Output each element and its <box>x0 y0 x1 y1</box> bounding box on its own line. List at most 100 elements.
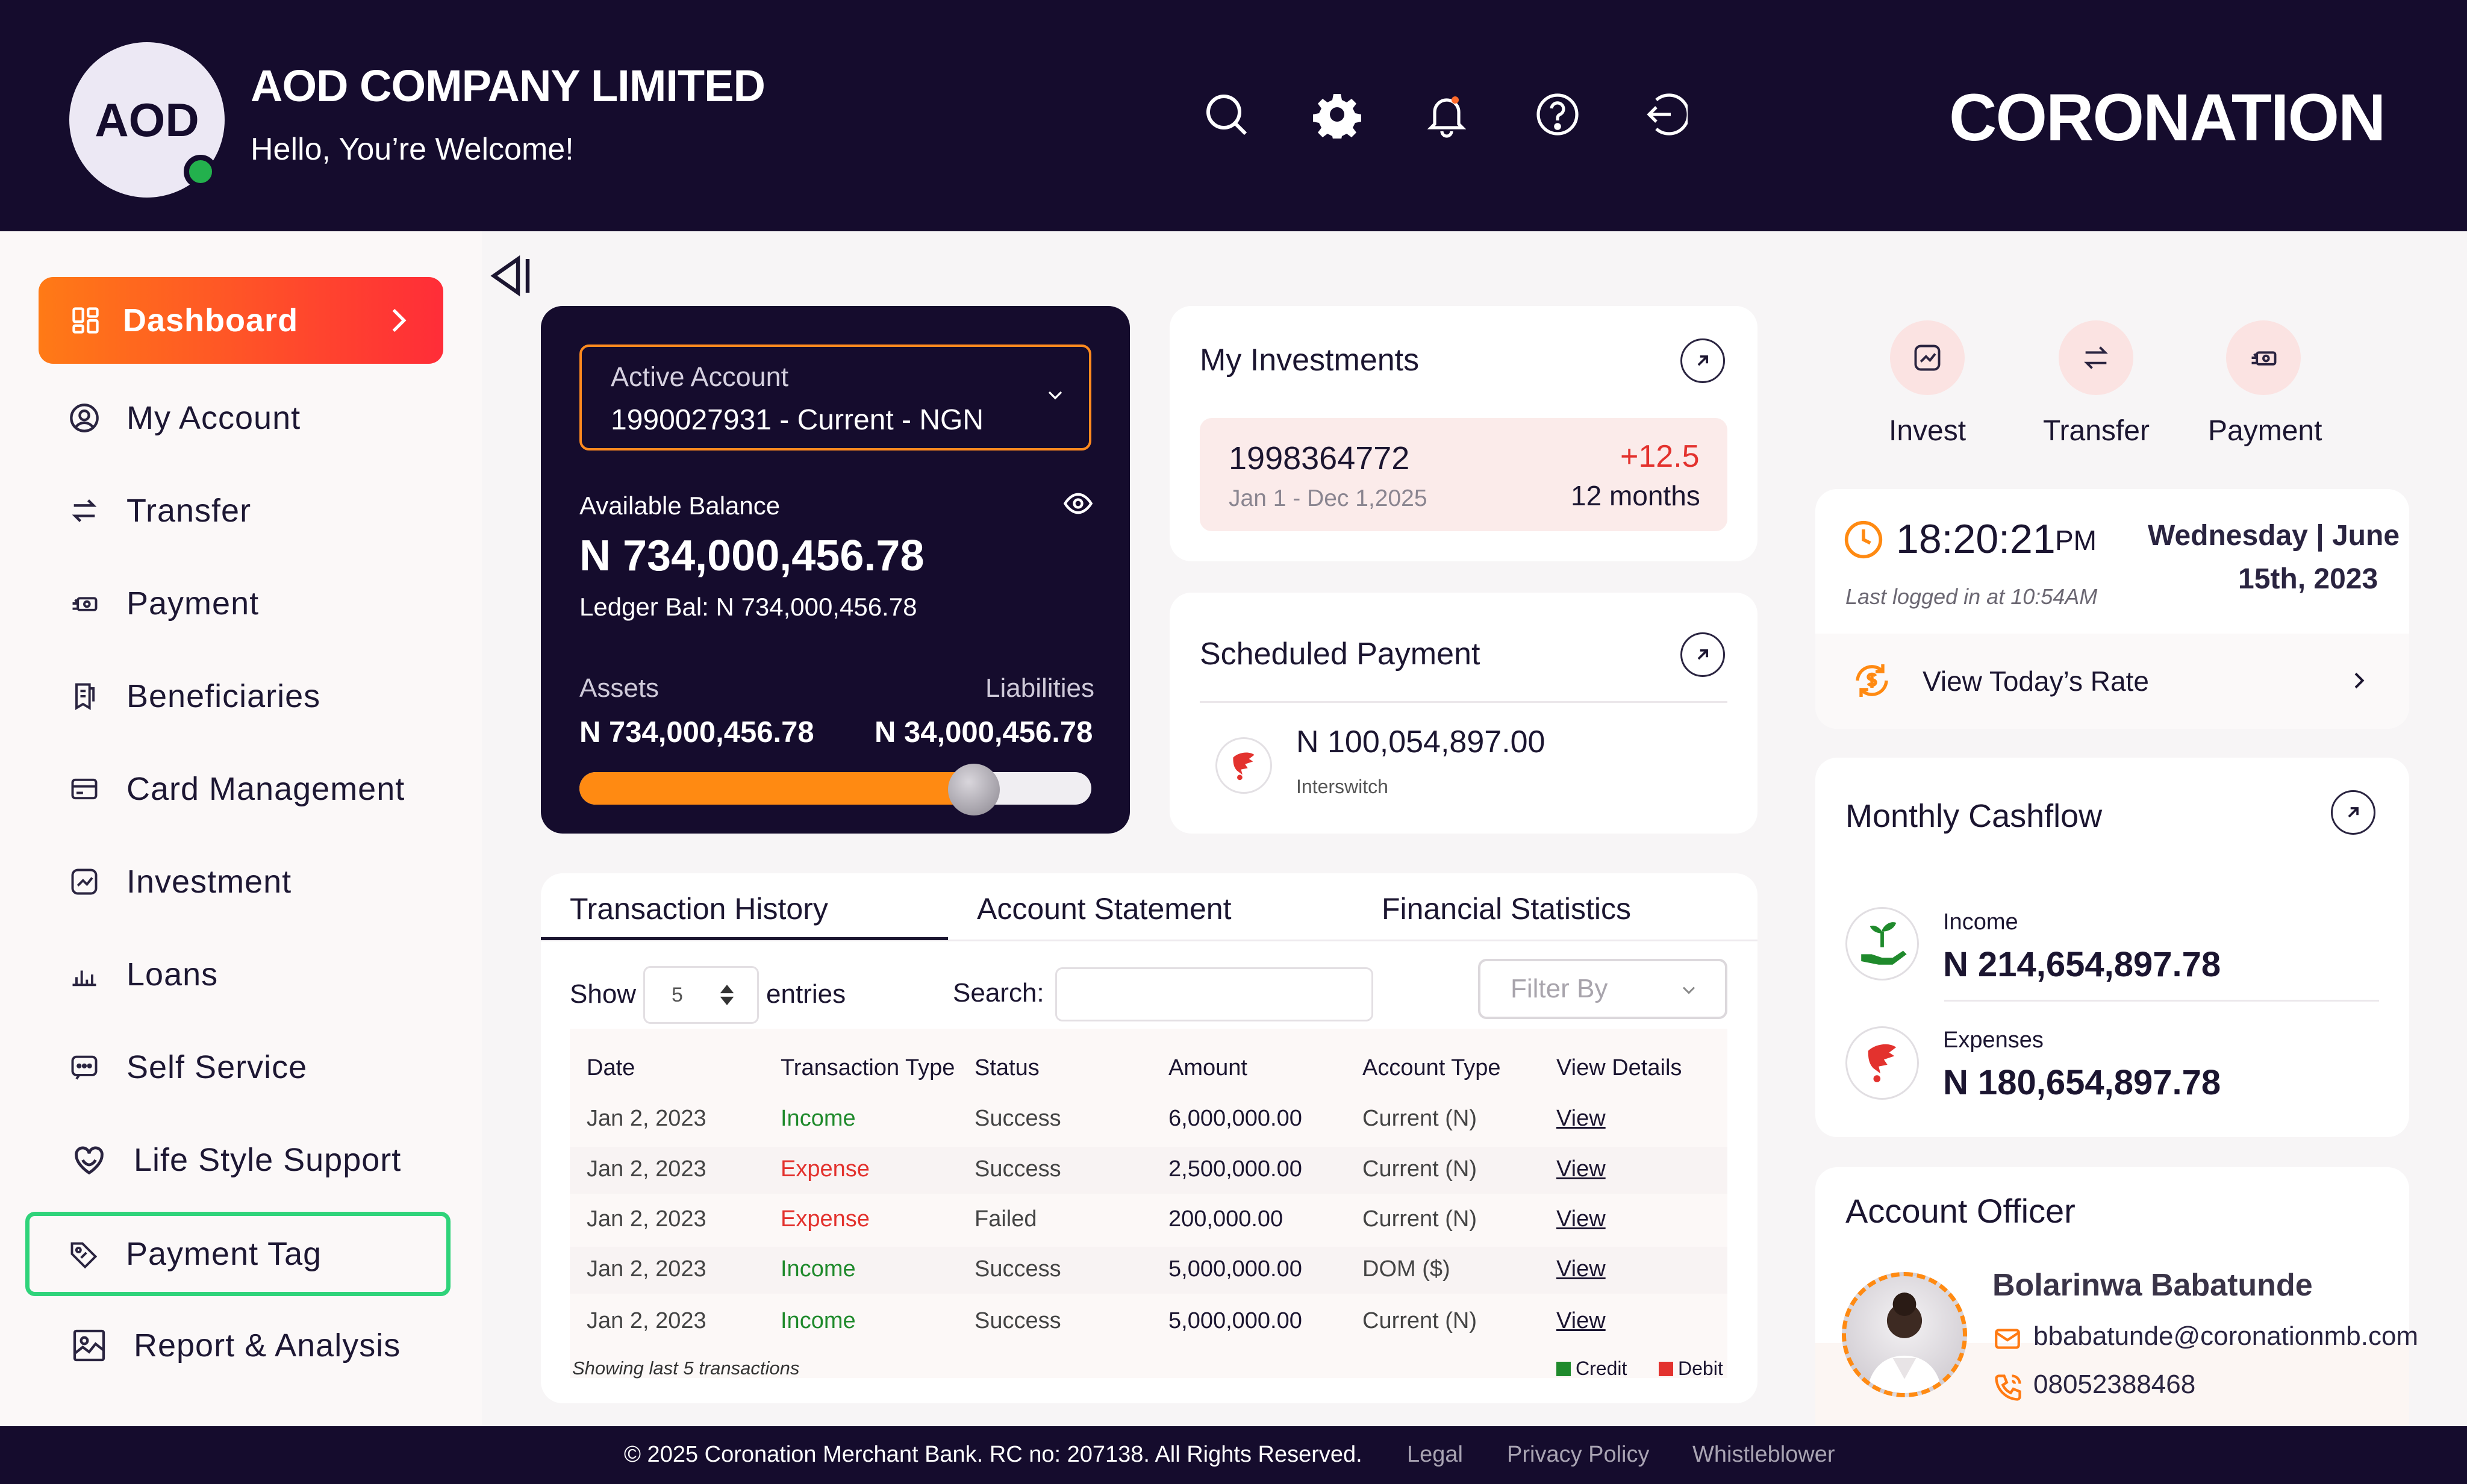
col-header-date: Date <box>587 1055 635 1080</box>
view-details-link[interactable]: View <box>1556 1256 1606 1282</box>
cell-status: Success <box>975 1256 1061 1282</box>
payment-action-label[interactable]: Payment <box>2208 415 2322 447</box>
payment-action-button[interactable] <box>2226 320 2301 395</box>
scheduled-payment-icon <box>1215 737 1272 794</box>
sidebar-item-investment[interactable]: Investment <box>39 838 443 925</box>
cell-date: Jan 2, 2023 <box>587 1256 706 1282</box>
entries-select[interactable]: 5 <box>643 966 759 1024</box>
expenses-value: N 180,654,897.78 <box>1943 1063 2221 1102</box>
clock-icon <box>1844 520 1883 559</box>
sidebar-item-loans[interactable]: Loans <box>39 931 443 1018</box>
collapse-sidebar-icon[interactable] <box>482 247 540 305</box>
show-label: Show <box>570 979 637 1009</box>
assets-label: Assets <box>579 673 660 703</box>
active-account-label: Active Account <box>611 361 789 392</box>
transfer-action-label[interactable]: Transfer <box>2043 415 2150 447</box>
investment-icon <box>71 868 98 895</box>
view-details-link[interactable]: View <box>1556 1206 1606 1232</box>
available-balance-value: N 734,000,456.78 <box>579 532 925 580</box>
help-icon[interactable] <box>1533 90 1582 139</box>
cell-amount: 6,000,000.00 <box>1168 1106 1302 1131</box>
sidebar-item-self-service[interactable]: Self Service <box>39 1024 443 1111</box>
cell-type: Income <box>781 1308 856 1333</box>
view-details-link[interactable]: View <box>1556 1156 1606 1182</box>
cell-date: Jan 2, 2023 <box>587 1206 706 1232</box>
legend-debit-swatch <box>1659 1361 1673 1376</box>
my-investments-open-button[interactable] <box>1680 338 1725 383</box>
transactions-table <box>570 1029 1727 1378</box>
investment-item[interactable] <box>1200 418 1727 531</box>
search-input[interactable] <box>1055 967 1373 1021</box>
col-header-type: Transaction Type <box>781 1055 955 1080</box>
exchange-rate-icon <box>1856 664 1888 697</box>
logout-icon[interactable] <box>1639 90 1688 139</box>
sidebar-item-life-style-support[interactable]: Life Style Support <box>39 1117 443 1203</box>
invest-action-label[interactable]: Invest <box>1889 415 1966 447</box>
sidebar-item-card-management[interactable]: Card Management <box>39 746 443 832</box>
divider <box>1200 701 1727 703</box>
assets-liabilities-bar <box>579 772 1091 805</box>
tab-account-statement[interactable]: Account Statement <box>977 892 1232 926</box>
transfer-icon <box>72 499 97 522</box>
income-label: Income <box>1943 909 2018 935</box>
available-balance-label: Available Balance <box>579 491 781 520</box>
arrow-up-right-icon <box>2348 807 2359 818</box>
footer-privacy-link[interactable]: Privacy Policy <box>1507 1442 1650 1467</box>
footer-whistleblower-link[interactable]: Whistleblower <box>1692 1442 1835 1467</box>
table-footnote: Showing last 5 transactions <box>572 1358 800 1379</box>
officer-photo <box>1842 1272 1967 1397</box>
sidebar-item-dashboard[interactable]: Dashboard <box>39 277 443 364</box>
search-label: Search: <box>953 978 1044 1008</box>
cell-account-type: Current (N) <box>1362 1206 1477 1232</box>
officer-name: Bolarinwa Babatunde <box>1992 1268 2313 1303</box>
filter-by-select[interactable]: Filter By <box>1478 959 1727 1019</box>
transfer-action-button[interactable] <box>2059 320 2133 395</box>
search-icon[interactable] <box>1202 90 1250 139</box>
grid-icon <box>72 307 99 334</box>
expenses-icon <box>1845 1026 1919 1100</box>
view-rate-label[interactable]: View Today’s Rate <box>1923 666 2149 697</box>
sidebar-item-beneficiaries[interactable]: Beneficiaries <box>39 653 443 740</box>
cell-account-type: Current (N) <box>1362 1308 1477 1333</box>
active-account-select[interactable] <box>579 344 1091 450</box>
arrow-up-right-icon <box>1697 649 1708 660</box>
transfer-icon <box>2084 346 2108 369</box>
cell-type: Income <box>781 1256 856 1282</box>
tab-financial-statistics[interactable]: Financial Statistics <box>1382 892 1632 926</box>
bell-icon[interactable] <box>1423 90 1471 139</box>
cell-amount: 2,500,000.00 <box>1168 1156 1302 1182</box>
investment-account: 1998364772 <box>1229 440 1410 476</box>
sidebar-item-label: Loans <box>126 956 219 993</box>
sidebar-item-label: Self Service <box>126 1049 308 1085</box>
view-details-link[interactable]: View <box>1556 1308 1606 1333</box>
scheduled-payment-open-button[interactable] <box>1680 632 1725 677</box>
view-details-link[interactable]: View <box>1556 1106 1606 1131</box>
view-rate-row[interactable] <box>1815 634 2409 729</box>
user-circle-icon <box>70 404 99 432</box>
sidebar-item-label: My Account <box>126 400 301 436</box>
tab-divider <box>541 940 1757 941</box>
cell-amount: 5,000,000.00 <box>1168 1308 1302 1333</box>
tab-transaction-history[interactable]: Transaction History <box>570 892 828 926</box>
sidebar-item-my-account[interactable]: My Account <box>39 375 443 461</box>
invest-action-button[interactable] <box>1890 320 1965 395</box>
sidebar-item-payment[interactable]: Payment <box>39 560 443 647</box>
gear-icon[interactable] <box>1313 90 1361 139</box>
bar-knob[interactable] <box>947 764 1000 815</box>
current-date-line2: 15th, 2023 <box>2238 563 2378 595</box>
chevron-right-icon[interactable] <box>2347 669 2371 693</box>
sidebar-item-label: Dashboard <box>123 302 299 338</box>
tag-icon <box>70 1242 98 1269</box>
footer-legal-link[interactable]: Legal <box>1407 1442 1463 1467</box>
monthly-cashflow-open-button[interactable] <box>2331 790 2375 835</box>
sidebar-item-payment-tag[interactable]: Payment Tag <box>25 1212 451 1296</box>
eye-icon[interactable] <box>1062 488 1094 519</box>
legend-debit-label: Debit <box>1678 1358 1723 1379</box>
sidebar-item-report-analysis[interactable]: Report & Analysis <box>39 1302 443 1389</box>
sidebar-item-label: Life Style Support <box>134 1142 402 1178</box>
sidebar-item-transfer[interactable]: Transfer <box>39 467 443 554</box>
payment-icon <box>2251 351 2277 366</box>
officer-phone[interactable]: 08052388468 <box>2033 1370 2196 1399</box>
report-icon <box>73 1329 105 1362</box>
officer-email[interactable]: bbabatunde@coronationmb.com <box>2033 1321 2419 1351</box>
